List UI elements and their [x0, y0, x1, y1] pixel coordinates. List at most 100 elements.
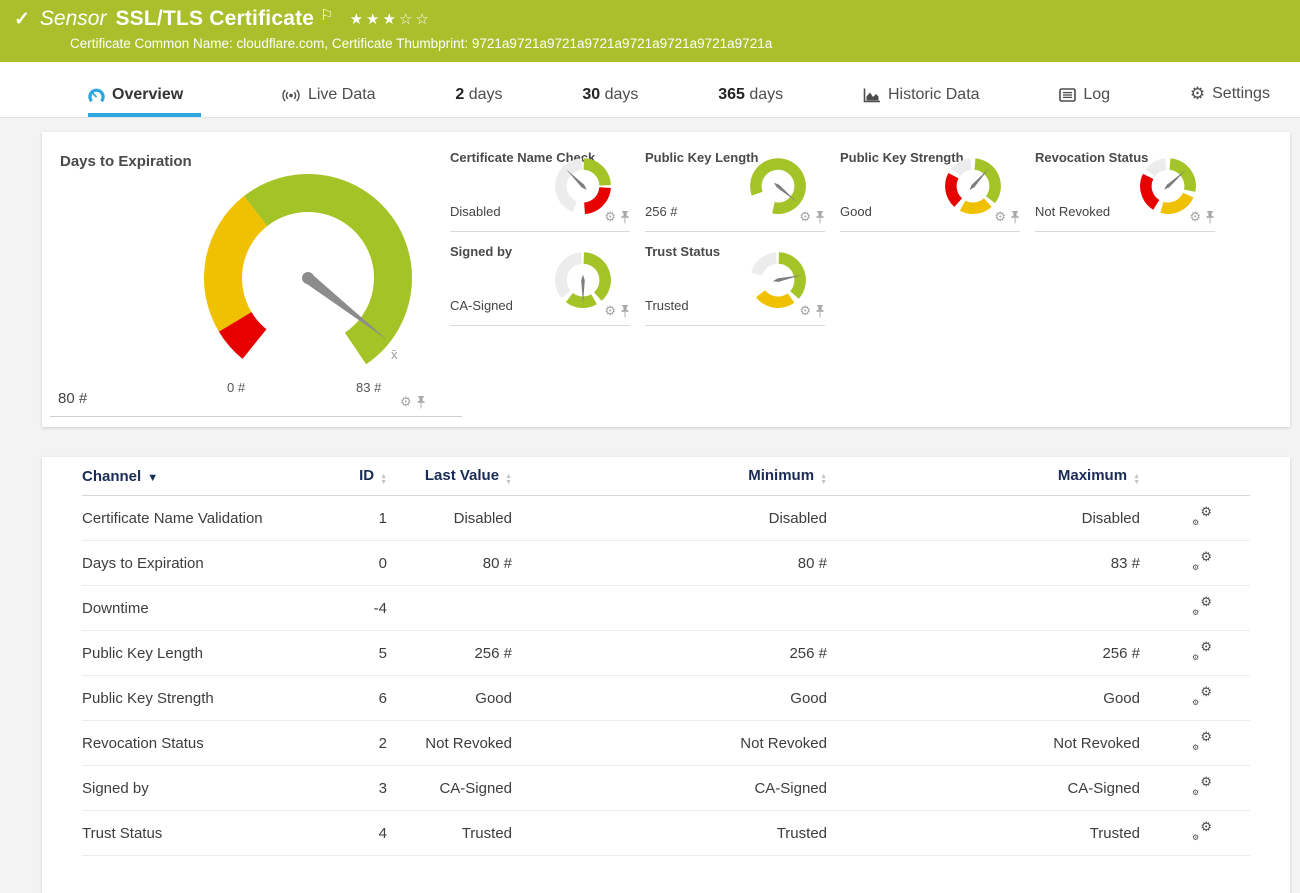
- channel-name[interactable]: Public Key Strength: [82, 675, 332, 721]
- channel-settings-gears-icon[interactable]: ⚙ ⚙: [1192, 684, 1212, 707]
- column-header-channel[interactable]: Channel ▼: [82, 457, 332, 496]
- flag-icon[interactable]: ⚐: [320, 7, 334, 24]
- tab-live-data[interactable]: Live Data: [281, 86, 376, 117]
- tab-log[interactable]: Log: [1059, 86, 1110, 117]
- sort-arrows-icon: ▲ ▼: [1133, 473, 1140, 486]
- column-header-maximum[interactable]: Maximum ▲ ▼: [827, 457, 1140, 496]
- channel-settings-gears-icon[interactable]: ⚙ ⚙: [1192, 504, 1212, 527]
- gear-icon[interactable]: ⚙: [604, 209, 616, 224]
- channel-id: 0: [332, 540, 387, 586]
- channel-settings-gears-icon[interactable]: ⚙ ⚙: [1192, 729, 1212, 752]
- channel-maximum: 83 #: [827, 540, 1140, 586]
- sort-arrows-icon: ▲ ▼: [380, 473, 387, 486]
- gear-icon: ⚙: [1189, 84, 1206, 103]
- pin-icon[interactable]: [1205, 210, 1215, 224]
- channel-minimum: CA-Signed: [512, 765, 827, 811]
- channel-name[interactable]: Days to Expiration: [82, 540, 332, 586]
- days-to-expiration-gauge: [204, 174, 412, 365]
- channel-maximum: [827, 585, 1140, 631]
- tab-2-days[interactable]: 2 days: [455, 86, 503, 103]
- gauge-dial: [945, 158, 1001, 214]
- pin-icon[interactable]: [416, 395, 426, 409]
- gauge-dial: [1140, 158, 1196, 214]
- channel-minimum: Trusted: [512, 810, 827, 856]
- channel-id: 6: [332, 675, 387, 721]
- channel-last-value: Trusted: [387, 810, 512, 856]
- mean-marker: x̄: [391, 347, 398, 362]
- small-gauge-revocation-status: Revocation Status Not Revoked ⚙: [1035, 146, 1215, 232]
- channel-name[interactable]: Certificate Name Validation: [82, 495, 332, 541]
- column-header-last-value[interactable]: Last Value ▲ ▼: [387, 457, 512, 496]
- channel-id: 2: [332, 720, 387, 766]
- gauge-value: 256 #: [645, 204, 678, 219]
- channel-id: 3: [332, 765, 387, 811]
- sensor-header: ✓ Sensor SSL/TLS Certificate ⚐ ★★★☆☆ Cer…: [0, 0, 1300, 62]
- gear-icon[interactable]: ⚙: [799, 209, 811, 224]
- tab-settings[interactable]: ⚙ Settings: [1190, 84, 1270, 117]
- tab-label: Log: [1083, 86, 1111, 103]
- channel-minimum: Disabled: [512, 495, 827, 541]
- pin-icon[interactable]: [620, 210, 630, 224]
- log-list-icon: [1059, 88, 1077, 102]
- tab-label: days: [749, 86, 784, 103]
- channel-minimum: [512, 585, 827, 631]
- channel-maximum: Disabled: [827, 495, 1140, 541]
- channel-id: 4: [332, 810, 387, 856]
- tab-label: days: [468, 86, 503, 103]
- channels-card: Channel ▼ ID ▲ ▼ Last Value ▲ ▼ Minimum ▲ ▼ Max…: [42, 457, 1290, 893]
- gear-icon[interactable]: ⚙: [400, 394, 412, 409]
- channel-settings-gears-icon[interactable]: ⚙ ⚙: [1192, 774, 1212, 797]
- gauge-value: Not Revoked: [1035, 204, 1111, 219]
- channel-settings-gears-icon[interactable]: ⚙ ⚙: [1192, 549, 1212, 572]
- channel-name[interactable]: Signed by: [82, 765, 332, 811]
- tab-overview[interactable]: Overview: [88, 86, 202, 117]
- channel-settings-gears-icon[interactable]: ⚙ ⚙: [1192, 594, 1212, 617]
- gauge-dial: [555, 158, 611, 214]
- small-gauge-signed-by: Signed by CA-Signed ⚙: [450, 240, 630, 326]
- tab-label: Overview: [112, 86, 184, 103]
- table-row: Signed by 3 CA-Signed CA-Signed CA-Signe…: [82, 765, 1250, 811]
- tab-365-days[interactable]: 365 days: [718, 86, 784, 103]
- gauge-icon: [88, 88, 105, 102]
- gauge-dial: [751, 252, 806, 308]
- area-chart-icon: [863, 88, 880, 102]
- divider: [50, 416, 462, 417]
- pin-icon[interactable]: [1010, 210, 1020, 224]
- channel-name[interactable]: Public Key Length: [82, 630, 332, 676]
- column-header-minimum[interactable]: Minimum ▲ ▼: [512, 457, 827, 496]
- column-header-id[interactable]: ID ▲ ▼: [332, 457, 387, 496]
- channel-name[interactable]: Trust Status: [82, 810, 332, 856]
- channel-id: -4: [332, 585, 387, 631]
- pin-icon[interactable]: [620, 304, 630, 318]
- gear-icon[interactable]: ⚙: [994, 209, 1006, 224]
- table-row: Days to Expiration 0 80 # 80 # 83 # ⚙ ⚙: [82, 540, 1250, 586]
- status-ok-check-icon: ✓: [14, 8, 30, 30]
- small-gauge-public-key-strength: Public Key Strength Good ⚙: [840, 146, 1020, 232]
- page-title: SSL/TLS Certificate: [115, 7, 315, 30]
- channel-minimum: 80 #: [512, 540, 827, 586]
- tab-historic-data[interactable]: Historic Data: [863, 86, 980, 117]
- tab-30-days[interactable]: 30 days: [582, 86, 639, 103]
- sensor-kind-label: Sensor: [39, 7, 107, 30]
- channel-maximum: 256 #: [827, 630, 1140, 676]
- live-broadcast-icon: [282, 89, 300, 101]
- table-row: Trust Status 4 Trusted Trusted Trusted ⚙…: [82, 810, 1250, 856]
- pin-icon[interactable]: [815, 210, 825, 224]
- channel-minimum: 256 #: [512, 630, 827, 676]
- table-header-row: Channel ▼ ID ▲ ▼ Last Value ▲ ▼ Minimum ▲ ▼ Max…: [82, 457, 1250, 496]
- sort-arrows-icon: ▲ ▼: [820, 473, 827, 486]
- channel-name[interactable]: Downtime: [82, 585, 332, 631]
- priority-stars[interactable]: ★★★☆☆: [349, 11, 432, 28]
- channel-settings-gears-icon[interactable]: ⚙ ⚙: [1192, 639, 1212, 662]
- page-content: Days to Expiration x̄ 0 # 83 # 80 # ⚙ Ce…: [0, 118, 1300, 893]
- channel-settings-gears-icon[interactable]: ⚙ ⚙: [1192, 819, 1212, 842]
- table-row: Revocation Status 2 Not Revoked Not Revo…: [82, 720, 1250, 766]
- channel-name[interactable]: Revocation Status: [82, 720, 332, 766]
- channel-minimum: Not Revoked: [512, 720, 827, 766]
- gauge-title: Revocation Status: [1035, 150, 1149, 165]
- tab-label: Live Data: [307, 86, 376, 103]
- gear-icon[interactable]: ⚙: [799, 303, 811, 318]
- pin-icon[interactable]: [815, 304, 825, 318]
- gear-icon[interactable]: ⚙: [604, 303, 616, 318]
- gear-icon[interactable]: ⚙: [1189, 209, 1201, 224]
